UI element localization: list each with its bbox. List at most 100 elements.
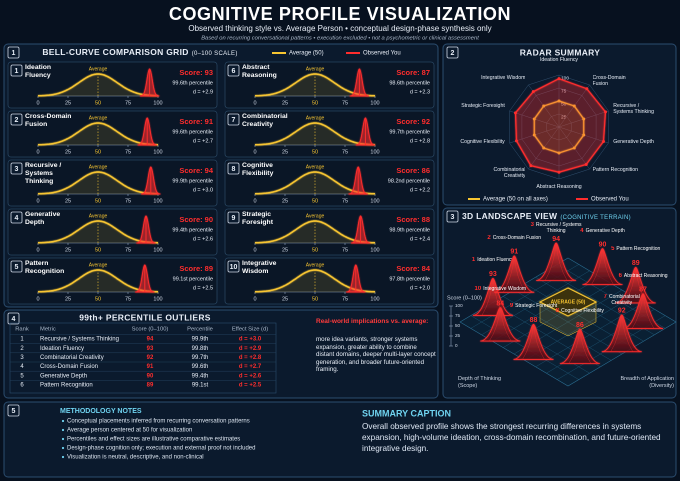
axis-label: Strategic Foresight: [461, 103, 505, 110]
floor-grid: [503, 296, 612, 361]
average-area: [255, 123, 375, 145]
table-cell: 89: [147, 383, 154, 389]
panel-title: RADAR SUMMARY: [520, 47, 601, 57]
metric-name-box: Recursive / Systems Thinking: [25, 162, 62, 185]
badge: [10, 113, 23, 126]
z-axis-label: Score (0–100): [447, 295, 482, 301]
table-cell: 99.6th: [192, 364, 209, 370]
average-area: [38, 221, 158, 243]
peak-label-box: 2 Cross-Domain Fusion: [487, 235, 541, 241]
summary-title: SUMMARY CAPTION: [362, 408, 451, 418]
axis-label: Combinatorial Creativity: [493, 167, 526, 180]
z-tick-label: 0: [455, 343, 458, 348]
card: [224, 61, 435, 109]
x-tick-label: 25: [65, 100, 71, 106]
x-tick-label: 75: [342, 100, 348, 106]
badge: [446, 46, 459, 59]
percentile: 99.7th percentile: [389, 129, 430, 135]
metric-name-box: Cognitive Flexibility: [242, 162, 273, 177]
x-tick-label: 25: [65, 149, 71, 155]
average-label: Average: [306, 66, 325, 72]
x-tick-label: 75: [342, 149, 348, 155]
peak-number: 10: [474, 286, 482, 293]
card: [224, 257, 435, 305]
implications-title: Real-world implications vs. average:: [316, 318, 429, 325]
average-area: [38, 172, 158, 194]
peak-name: Abstract Reasoning: [623, 272, 668, 279]
average-area: [255, 270, 375, 292]
badge: [7, 46, 20, 59]
peak-value: 94: [552, 236, 560, 243]
effect-size: d = +2.7: [193, 138, 213, 144]
score: Score: 88: [396, 215, 430, 224]
peak-number: 9: [509, 303, 514, 310]
page-note: Based on recurring conversational patter…: [201, 36, 479, 42]
floor-grid: [513, 289, 623, 355]
percentile: 99.4th percentile: [172, 227, 213, 233]
effect-size: d = +3.0: [193, 187, 213, 193]
peak-ridge: [540, 242, 573, 281]
peak-number: 6: [618, 272, 622, 279]
table-cell: 1: [20, 337, 24, 343]
x-tick-label: 0: [253, 149, 256, 155]
card: [224, 110, 435, 158]
metric-name-box: Combinatorial Creativity: [242, 113, 288, 128]
point: [584, 162, 588, 166]
card: [7, 110, 218, 158]
badge: [10, 64, 23, 77]
score-value: 86: [422, 166, 430, 175]
peak-value: 91: [510, 249, 518, 256]
axis-label: Integrative Wisdom: [481, 74, 526, 81]
peak-label-box: 9 Strategic Foresight: [509, 303, 557, 310]
peak-number: 8: [555, 308, 560, 315]
point: [602, 139, 606, 143]
metric-name: Recursive / Systems Thinking: [25, 162, 62, 185]
score: Score: 89: [179, 264, 213, 273]
peak-name: Cognitive Flexibility: [561, 308, 604, 315]
metric-name-box: Pattern Recognition: [25, 260, 64, 275]
point: [585, 87, 589, 91]
peak: [601, 314, 642, 353]
badge-number: 3: [15, 166, 19, 173]
peak-label: 7 Combinatorial Creativity: [595, 294, 649, 306]
effect-size: d = +2.3: [410, 89, 430, 95]
axis-label: Abstract Reasoning: [536, 184, 582, 190]
score-label: Score:: [179, 166, 202, 175]
bullet: [61, 455, 65, 459]
score-label: Score:: [396, 68, 419, 77]
table-cell: 6: [20, 383, 24, 389]
table-cell: 99.4th: [192, 373, 209, 379]
z-tick-label: 50: [455, 323, 461, 328]
legend-label: Average (50): [289, 51, 324, 57]
x-axis-label-box: Depth of Thinking (Scope): [458, 376, 501, 389]
axis-label: Cognitive Flexibility: [460, 138, 505, 145]
peak-value: 92: [618, 308, 626, 315]
page-subtitle: Observed thinking style vs. Average Pers…: [188, 24, 491, 33]
x-tick-label: 75: [125, 198, 131, 204]
x-tick-label: 25: [65, 247, 71, 253]
x-tick-label: 75: [125, 247, 131, 253]
column-header: Score (0–100): [132, 327, 169, 333]
axis-label-box: Cognitive Flexibility: [460, 138, 505, 145]
average-label: Average: [89, 115, 108, 121]
badge-number: 3: [451, 214, 455, 221]
peak-label-box: 7 Combinatorial Creativity: [595, 294, 649, 306]
axis-label: Pattern Recognition: [592, 167, 639, 174]
table-cell: 90: [147, 373, 154, 379]
badge: [10, 260, 23, 273]
x-tick-label: 50: [312, 149, 318, 155]
effect-size: d = +2.0: [410, 285, 430, 291]
metric-name: Combinatorial Creativity: [242, 113, 288, 128]
effect-size: d = +2.9: [193, 89, 213, 95]
x-tick-label: 0: [253, 100, 256, 106]
table-cell: Generative Depth: [40, 373, 87, 379]
score: Score: 91: [179, 117, 213, 126]
score: Score: 90: [179, 215, 213, 224]
peak-label-box: 3 Recursive / Systems Thinking: [531, 222, 582, 234]
table-cell: 2: [20, 346, 24, 352]
legend-label: Observed You: [591, 197, 629, 203]
metric-name: Cross-Domain Fusion: [25, 113, 72, 128]
card: [224, 159, 435, 207]
x-tick-label: 25: [282, 100, 288, 106]
card: [7, 159, 218, 207]
